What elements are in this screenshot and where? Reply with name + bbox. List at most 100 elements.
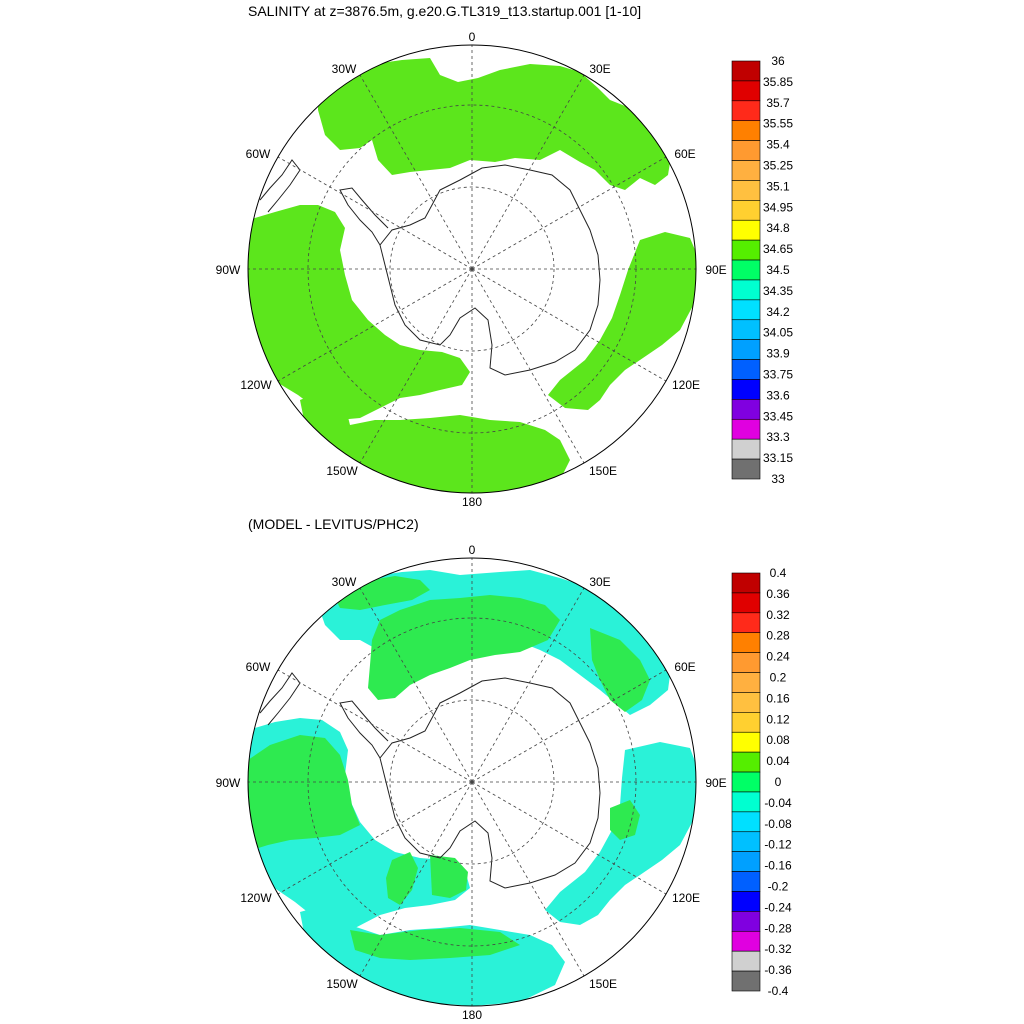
colorbar-swatch	[731, 652, 761, 673]
lon-label: 150E	[589, 464, 617, 478]
lon-label: 0	[469, 543, 476, 557]
colorbar-tick-label: 34.2	[766, 305, 790, 319]
colorbar-tick-label: 33.3	[766, 430, 790, 444]
colorbar-swatch	[731, 930, 761, 952]
colorbar-swatch	[731, 791, 761, 813]
colorbar-tick-label: 34.95	[763, 200, 793, 214]
colorbar-tick-label: 0	[775, 775, 782, 789]
lon-label: 150W	[326, 977, 358, 991]
south-america-coastline	[259, 159, 301, 213]
colorbar-swatch	[731, 299, 761, 321]
colorbar-swatch	[731, 831, 761, 852]
colorbar: 36 35.85 35.7 35.55 35.4 35.25 35.1 34.95 34.8 34…	[731, 54, 793, 486]
lon-label: 60E	[674, 147, 695, 161]
colorbar-swatch	[731, 731, 761, 753]
colorbar-tick-label: 0.12	[766, 712, 790, 726]
colorbar-tick-label: -0.4	[768, 984, 789, 998]
lon-label: 90E	[705, 776, 726, 790]
colorbar-swatch	[731, 572, 761, 594]
lon-label: 0	[469, 30, 476, 44]
colorbar-swatch	[731, 418, 761, 440]
colorbar-tick-label: -0.36	[764, 963, 792, 977]
graticule	[248, 558, 696, 1006]
colorbar-tick-label: -0.2	[768, 880, 789, 894]
ocean-region-pacific-west	[248, 205, 470, 420]
colorbar-tick-label: 33.45	[763, 409, 793, 423]
lon-label: 180	[462, 495, 482, 509]
antarctic-peninsula	[339, 187, 389, 246]
colorbar-swatch	[731, 379, 761, 400]
colorbar-tick-label: 33	[771, 472, 785, 486]
lon-label: 150E	[589, 977, 617, 991]
lon-label: 60W	[246, 660, 271, 674]
colorbar-swatch	[731, 219, 761, 241]
colorbar-tick-label: 0.4	[770, 566, 787, 580]
colorbar-tick-label: 0.24	[766, 650, 790, 664]
colorbar-swatch	[731, 950, 761, 972]
colorbar-tick-label: 0.16	[766, 691, 790, 705]
colorbar-tick-label: 33.6	[766, 388, 790, 402]
map-border	[247, 557, 697, 1007]
colorbar-swatch	[731, 200, 761, 221]
colorbar-swatch	[731, 339, 761, 360]
lon-label: 30E	[589, 62, 610, 76]
colorbar-swatch	[731, 672, 761, 693]
colorbar-swatch	[731, 399, 761, 420]
lon-label: 30W	[332, 575, 357, 589]
colorbar-tick-label: 0.36	[766, 587, 790, 601]
colorbar-swatch	[731, 259, 761, 281]
antarctica-coastline	[379, 164, 601, 376]
colorbar-swatch	[731, 180, 761, 201]
colorbar-tick-label: -0.28	[764, 921, 792, 935]
colorbar-tick-label: 34.05	[763, 326, 793, 340]
colorbar-swatch	[731, 592, 761, 614]
lon-label: 120E	[672, 378, 700, 392]
lon-labels: 0 30E 60E 90E 120E 150E 180 150W 120W 90…	[216, 30, 727, 509]
ocean-region-positive	[590, 628, 650, 712]
colorbar-tick-label: 34.5	[766, 263, 790, 277]
colorbar-tick-label: 34.65	[763, 242, 793, 256]
colorbar-tick-label: 33.9	[766, 347, 790, 361]
colorbar-swatch	[731, 80, 761, 102]
colorbar-swatch	[731, 60, 761, 82]
ocean-region-positive	[610, 800, 640, 840]
ocean-region-positive	[386, 852, 418, 905]
colorbar-tick-label: 35.55	[763, 117, 793, 131]
lon-label: 120W	[240, 891, 272, 905]
colorbar-swatch	[731, 751, 761, 773]
colorbar-tick-label: 33.75	[763, 368, 793, 382]
colorbar-tick-label: 35.1	[766, 179, 790, 193]
colorbar-swatch	[731, 438, 761, 460]
colorbar-tick-label: -0.32	[764, 942, 792, 956]
lon-label: 150W	[326, 464, 358, 478]
map	[248, 45, 696, 493]
antarctic-peninsula	[339, 700, 389, 759]
ocean-region-positive	[368, 595, 560, 700]
panel-title: (MODEL - LEVITUS/PHC2)	[248, 516, 419, 532]
colorbar-tick-label: -0.04	[764, 796, 792, 810]
colorbar-swatch	[731, 851, 761, 872]
lon-label: 30E	[589, 575, 610, 589]
panel-difference: (MODEL - LEVITUS/PHC2)	[216, 516, 792, 1022]
colorbar-swatch	[731, 891, 761, 912]
colorbar-tick-label: 0.32	[766, 608, 790, 622]
colorbar-swatch	[731, 279, 761, 301]
lon-label: 120W	[240, 378, 272, 392]
colorbar-tick-label: 0.08	[766, 733, 790, 747]
colorbar-swatch	[731, 871, 761, 892]
ocean-region-negative	[318, 570, 672, 715]
colorbar-tick-label: -0.16	[764, 859, 792, 873]
colorbar-swatch	[731, 319, 761, 340]
lon-label: 60E	[674, 660, 695, 674]
colorbar-tick-label: 34.35	[763, 284, 793, 298]
colorbar-swatch	[731, 100, 761, 122]
colorbar: 0.4 0.36 0.32 0.28 0.24 0.2 0.16 0.12 0.08 0.04 0 -…	[731, 566, 792, 998]
ocean-region-positive	[248, 735, 360, 850]
colorbar-tick-label: 0.28	[766, 629, 790, 643]
lon-label: 90W	[216, 263, 241, 277]
colorbar-swatch	[731, 970, 761, 992]
colorbar-tick-label: 35.25	[763, 159, 793, 173]
ocean-region-atlantic	[318, 58, 672, 190]
colorbar-swatch	[731, 911, 761, 932]
